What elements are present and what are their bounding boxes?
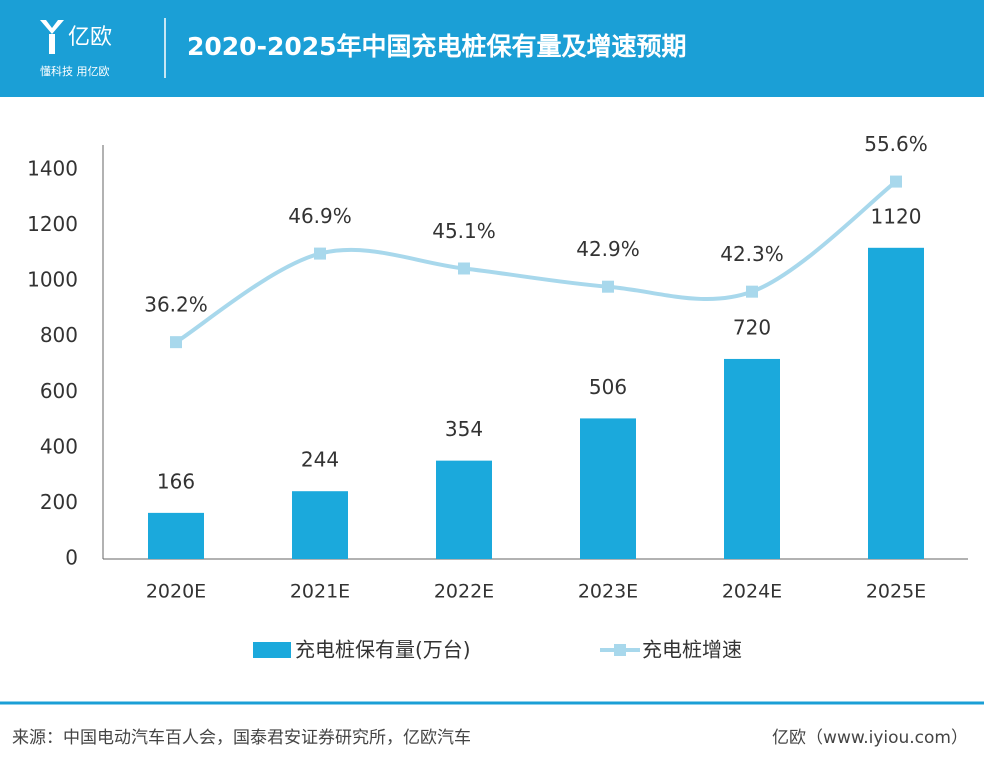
x-tick-label: 2024E bbox=[722, 581, 782, 603]
y-tick-label: 400 bbox=[40, 434, 78, 458]
y-tick-label: 1200 bbox=[27, 212, 78, 236]
legend-swatch bbox=[614, 644, 626, 656]
bar-value-label: 354 bbox=[445, 417, 483, 441]
bar bbox=[292, 491, 348, 559]
x-tick-label: 2023E bbox=[578, 581, 638, 603]
y-tick-label: 1400 bbox=[27, 157, 78, 181]
line-value-label: 45.1% bbox=[432, 219, 496, 243]
line-marker bbox=[458, 262, 470, 275]
bar bbox=[436, 460, 492, 559]
chart-title: 2020-2025年中国充电桩保有量及增速预期 bbox=[187, 32, 687, 61]
line-marker bbox=[890, 175, 902, 188]
slogan: 懂科技 用亿欧 bbox=[40, 64, 110, 78]
line-marker bbox=[602, 280, 614, 293]
growth-line bbox=[174, 179, 898, 344]
legend-swatch bbox=[253, 642, 291, 658]
bar bbox=[724, 358, 780, 559]
logo-text: 亿欧 bbox=[68, 25, 112, 50]
bar-value-label: 166 bbox=[157, 469, 195, 493]
line-value-label: 42.9% bbox=[576, 237, 640, 261]
line-marker bbox=[314, 247, 326, 260]
x-tick-label: 2022E bbox=[434, 581, 494, 603]
y-tick-label: 800 bbox=[40, 323, 78, 347]
y-tick-label: 0 bbox=[65, 546, 78, 570]
line-value-label: 55.6% bbox=[864, 132, 928, 156]
bar-value-label: 1120 bbox=[871, 204, 922, 228]
bar bbox=[148, 512, 204, 559]
x-tick-label: 2025E bbox=[866, 581, 926, 603]
line-marker bbox=[746, 285, 758, 298]
legend-label: 充电桩增速 bbox=[642, 638, 742, 662]
bar bbox=[868, 247, 924, 560]
line-value-label: 36.2% bbox=[144, 293, 208, 317]
line-value-label: 42.3% bbox=[720, 242, 784, 266]
line-marker bbox=[170, 336, 182, 349]
bar-value-label: 244 bbox=[301, 448, 339, 472]
y-tick-label: 600 bbox=[40, 379, 78, 403]
source: 来源：中国电动汽车百人会，国泰君安证券研究所，亿欧汽车 bbox=[12, 728, 471, 748]
line-value-label: 46.9% bbox=[288, 204, 352, 228]
y-tick-label: 1000 bbox=[27, 268, 78, 292]
site: 亿欧（www.iyiou.com） bbox=[772, 728, 968, 748]
bar bbox=[580, 418, 636, 559]
header-band bbox=[0, 0, 984, 97]
logo-icon bbox=[40, 20, 64, 54]
legend-label: 充电桩保有量(万台) bbox=[295, 638, 471, 662]
y-tick-label: 200 bbox=[40, 490, 78, 514]
x-tick-label: 2020E bbox=[146, 581, 206, 603]
bar-value-label: 506 bbox=[589, 375, 627, 399]
bar-value-label: 720 bbox=[733, 315, 771, 339]
x-tick-label: 2021E bbox=[290, 581, 350, 603]
